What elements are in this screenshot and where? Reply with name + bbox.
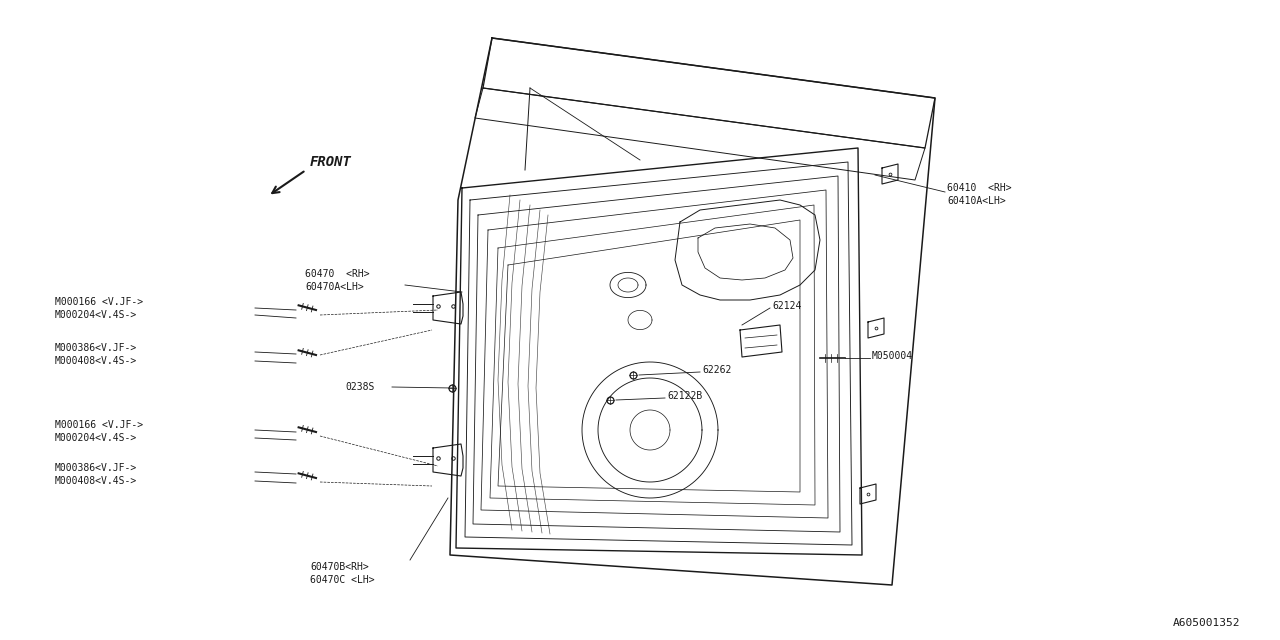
Text: 60410  <RH>: 60410 <RH> [947,183,1011,193]
Text: M000408<V.4S->: M000408<V.4S-> [55,476,137,486]
Text: 60470B<RH>: 60470B<RH> [310,562,369,572]
Text: M000408<V.4S->: M000408<V.4S-> [55,356,137,366]
Text: M050004: M050004 [872,351,913,361]
Text: 62122B: 62122B [667,391,703,401]
Text: 60470  <RH>: 60470 <RH> [305,269,370,279]
Text: 60470C <LH>: 60470C <LH> [310,575,375,585]
Text: M000386<V.JF->: M000386<V.JF-> [55,343,137,353]
Text: M000204<V.4S->: M000204<V.4S-> [55,310,137,320]
Text: M000386<V.JF->: M000386<V.JF-> [55,463,137,473]
Text: A605001352: A605001352 [1172,618,1240,628]
Text: 0238S: 0238S [346,382,374,392]
Text: 62262: 62262 [701,365,731,375]
Text: M000204<V.4S->: M000204<V.4S-> [55,433,137,443]
Text: FRONT: FRONT [310,155,352,169]
Text: M000166 <V.JF->: M000166 <V.JF-> [55,297,143,307]
Text: 62124: 62124 [772,301,801,311]
Text: M000166 <V.JF->: M000166 <V.JF-> [55,420,143,430]
Text: 60410A<LH>: 60410A<LH> [947,196,1006,206]
Text: 60470A<LH>: 60470A<LH> [305,282,364,292]
